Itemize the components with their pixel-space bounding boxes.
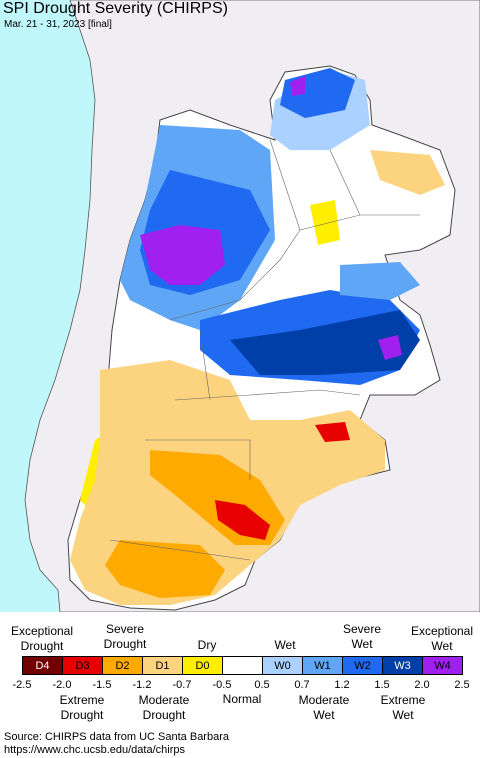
legend-text: Exceptional Wet	[410, 624, 474, 653]
legend-tick: -2.0	[52, 679, 72, 691]
drought-zone-d3-b	[315, 422, 350, 442]
legend-swatch-w0: W0	[262, 656, 303, 675]
legend-swatch-d3: D3	[62, 656, 103, 675]
legend-tick: -1.5	[92, 679, 112, 691]
legend-label-moderate-drought: Moderate Drought	[139, 693, 190, 723]
drought-zone-d0-ne	[370, 150, 445, 195]
legend-label-dry: Dry	[198, 638, 217, 653]
legend-swatch-d0: D0	[182, 656, 223, 675]
legend-text: Severe Wet	[342, 622, 382, 651]
legend-label-moderate-wet: Moderate Wet	[299, 693, 350, 723]
legend-label-extreme-drought: Extreme Drought	[60, 693, 105, 723]
legend-label-extreme-wet: Extreme Wet	[381, 693, 426, 723]
legend-tick: 2.0	[414, 679, 430, 691]
legend-tick: -2.5	[12, 679, 32, 691]
legend-tick: -0.5	[212, 679, 232, 691]
legend-label-exceptional-wet: Exceptional Wet	[411, 624, 473, 654]
legend-tick: 2.5	[454, 679, 470, 691]
legend-swatch-d4: D4	[22, 656, 63, 675]
legend: Exceptional Drought Severe Drought Dry W…	[0, 612, 480, 758]
legend-text: Moderate Wet	[298, 693, 350, 722]
wet-zone-w4-north	[290, 76, 305, 96]
legend-label-wet: Wet	[274, 638, 295, 653]
legend-text: Exceptional Drought	[10, 624, 74, 653]
legend-swatch-w4: W4	[422, 656, 463, 675]
legend-tick: -0.7	[172, 679, 192, 691]
legend-label-normal: Normal	[223, 692, 262, 707]
drought-map: SPI Drought Severity (CHIRPS) Mar. 21 - …	[0, 0, 480, 613]
legend-tick: 0.5	[254, 679, 270, 691]
source-credit: Source: CHIRPS data from UC Santa Barbar…	[4, 731, 229, 743]
legend-label-exceptional-drought: Exceptional Drought	[11, 624, 73, 654]
legend-text: Dry	[197, 638, 217, 652]
wet-zone-w3-center	[230, 310, 420, 375]
legend-swatch-w1: W1	[302, 656, 343, 675]
legend-label-severe-wet: Severe Wet	[343, 622, 381, 652]
province-borders	[109, 139, 420, 561]
map-title: SPI Drought Severity (CHIRPS)	[3, 0, 228, 17]
legend-swatch-d2: D2	[102, 656, 143, 675]
legend-tick: -1.2	[132, 679, 152, 691]
drought-zone-d3	[215, 500, 270, 540]
legend-label-severe-drought: Severe Drought	[104, 622, 147, 652]
legend-text: Normal	[222, 692, 262, 706]
legend-text: Extreme Drought	[59, 693, 105, 722]
wet-zone-w4-west	[140, 225, 225, 285]
map-subtitle: Mar. 21 - 31, 2023 [final]	[4, 19, 112, 30]
legend-swatch-d1: D1	[142, 656, 183, 675]
legend-swatch-w3: W3	[382, 656, 423, 675]
legend-tick: 1.5	[374, 679, 390, 691]
legend-swatch-normal	[222, 656, 263, 675]
legend-tick: 0.7	[294, 679, 310, 691]
legend-text: Moderate Drought	[138, 693, 190, 722]
drought-zone-d2-b	[105, 540, 225, 598]
legend-tick: 1.2	[334, 679, 350, 691]
legend-text: Severe Drought	[103, 622, 147, 651]
wet-zone-w1-east	[340, 262, 420, 300]
drought-zone-d0-north	[310, 200, 340, 245]
legend-swatch-w2: W2	[342, 656, 383, 675]
wet-zone-w4-east	[378, 335, 402, 360]
legend-text: Wet	[274, 638, 296, 652]
map-canvas	[0, 0, 480, 613]
source-url[interactable]: https://www.chc.ucsb.edu/data/chirps	[4, 744, 185, 756]
legend-text: Extreme Wet	[380, 693, 426, 722]
